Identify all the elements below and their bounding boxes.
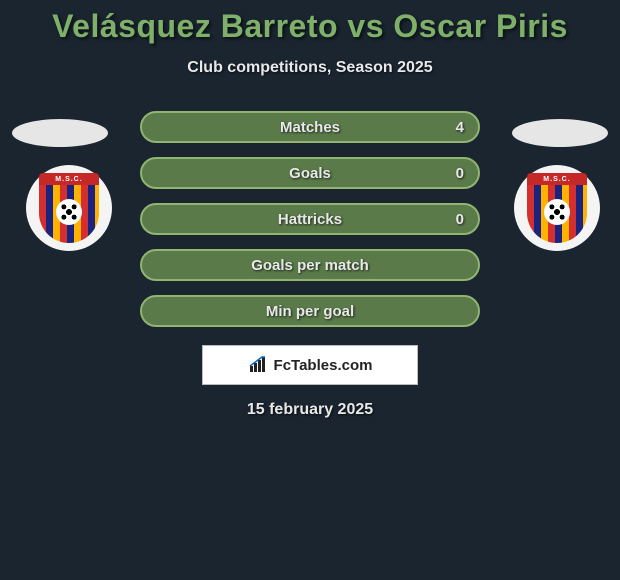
brand-box[interactable]: FcTables.com xyxy=(202,345,418,385)
stat-bar-min-per-goal: Min per goal xyxy=(140,295,480,327)
stat-rows: Matches 4 Goals 0 Hattricks 0 Goals per … xyxy=(140,105,480,327)
bar-chart-icon xyxy=(248,356,270,374)
right-club-logo: M.S.C. xyxy=(514,165,600,251)
soccer-ball-icon xyxy=(56,199,82,225)
stat-label: Min per goal xyxy=(266,303,354,320)
stat-label: Matches xyxy=(280,119,340,136)
club-abbrev: M.S.C. xyxy=(39,173,99,185)
stat-bar-matches: Matches 4 xyxy=(140,111,480,143)
stat-value-right: 0 xyxy=(456,211,464,228)
comparison-panel: M.S.C. M.S.C. Matches 4 Goals 0 Hattrick… xyxy=(0,105,620,419)
stat-value-right: 0 xyxy=(456,165,464,182)
left-club-logo: M.S.C. xyxy=(26,165,112,251)
left-player-ellipse xyxy=(12,119,108,147)
soccer-ball-icon xyxy=(544,199,570,225)
page-title: Velásquez Barreto vs Oscar Piris xyxy=(0,0,620,45)
club-shield-icon: M.S.C. xyxy=(39,173,99,243)
stat-label: Goals xyxy=(289,165,331,182)
subtitle: Club competitions, Season 2025 xyxy=(0,59,620,77)
club-shield-icon: M.S.C. xyxy=(527,173,587,243)
right-player-ellipse xyxy=(512,119,608,147)
date-line: 15 february 2025 xyxy=(0,401,620,419)
stat-label: Goals per match xyxy=(251,257,369,274)
brand-text: FcTables.com xyxy=(274,357,373,374)
stat-bar-goals-per-match: Goals per match xyxy=(140,249,480,281)
stat-bar-goals: Goals 0 xyxy=(140,157,480,189)
stat-label: Hattricks xyxy=(278,211,342,228)
stat-bar-hattricks: Hattricks 0 xyxy=(140,203,480,235)
club-abbrev: M.S.C. xyxy=(527,173,587,185)
stat-value-right: 4 xyxy=(456,119,464,136)
